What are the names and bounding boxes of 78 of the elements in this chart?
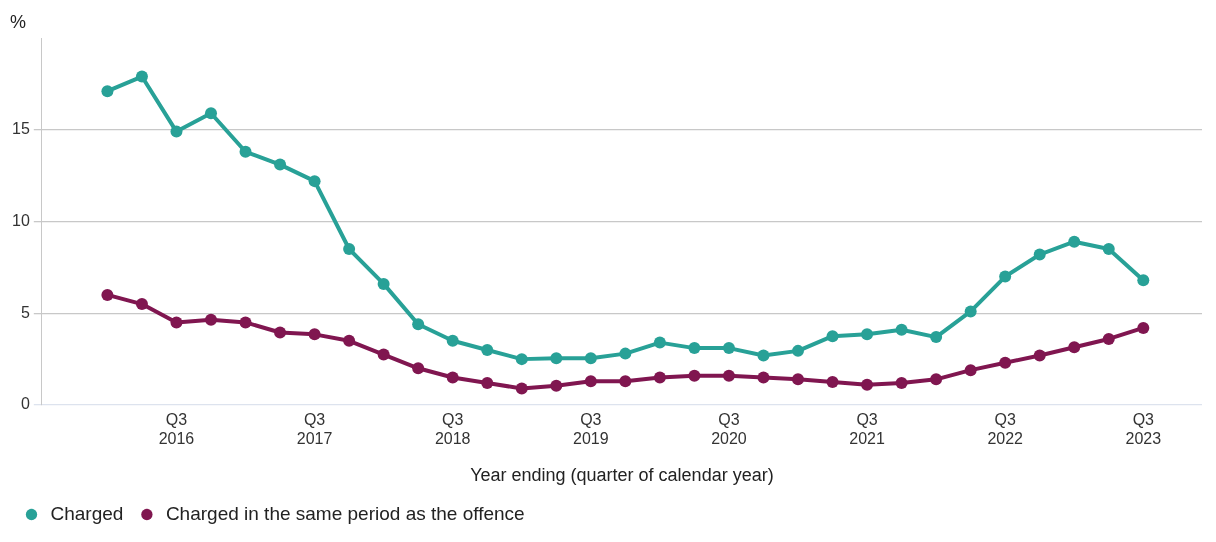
point	[1033, 349, 1046, 362]
point	[308, 328, 321, 341]
point	[481, 376, 494, 389]
point	[446, 371, 459, 384]
y-tick-label: 15	[12, 120, 30, 138]
point	[895, 376, 908, 389]
point	[722, 369, 735, 382]
point	[688, 342, 701, 355]
point	[135, 70, 148, 83]
point	[861, 378, 874, 391]
point	[861, 328, 874, 341]
point	[377, 348, 390, 361]
point	[1068, 341, 1081, 354]
x-tick-label: Q3 2016	[158, 411, 195, 448]
x-axis-title: Year ending (quarter of calendar year)	[470, 465, 774, 486]
point	[204, 107, 217, 120]
x-tick-label: Q3 2022	[987, 411, 1024, 448]
point	[688, 369, 701, 382]
point	[239, 316, 252, 329]
point	[515, 382, 528, 395]
point	[308, 175, 321, 188]
point	[895, 323, 908, 336]
point	[653, 336, 666, 349]
point	[1137, 321, 1150, 334]
point	[377, 277, 390, 290]
point	[550, 379, 563, 392]
point	[1033, 248, 1046, 261]
point	[135, 298, 148, 311]
point	[792, 344, 804, 357]
point	[343, 243, 356, 256]
point	[792, 373, 804, 386]
y-tick-label: 0	[20, 395, 30, 413]
point	[999, 356, 1012, 369]
x-tick-label: Q3 2018	[434, 411, 471, 448]
x-tick-label: Q3 2017	[296, 411, 333, 448]
point	[826, 330, 839, 343]
point	[722, 342, 735, 355]
x-tick-label: Q3 2020	[711, 411, 747, 448]
point	[170, 125, 183, 138]
point	[239, 145, 252, 158]
point	[204, 313, 217, 326]
y-tick-label: 5	[20, 303, 30, 321]
point	[170, 316, 183, 329]
x-tick-label: Q3 2021	[849, 411, 885, 448]
point	[964, 364, 977, 377]
point	[343, 334, 356, 347]
point	[653, 371, 666, 384]
point	[1102, 332, 1115, 345]
point	[584, 352, 597, 365]
point	[619, 347, 632, 360]
point	[1102, 243, 1115, 256]
point	[757, 349, 770, 362]
point	[101, 85, 114, 98]
point	[999, 270, 1012, 283]
legend-label: Charged in the same period as the offence	[165, 502, 525, 524]
point	[826, 376, 839, 389]
point	[757, 371, 770, 384]
point	[412, 362, 425, 375]
point	[515, 353, 528, 366]
point	[274, 326, 287, 339]
y-axis-title: %	[10, 11, 27, 32]
point	[274, 158, 287, 171]
point	[1137, 274, 1150, 287]
point	[481, 343, 494, 356]
point	[412, 318, 425, 331]
point	[1068, 235, 1081, 248]
y-tick-label: 10	[12, 211, 30, 229]
point	[930, 331, 943, 344]
point	[101, 288, 114, 301]
legend-label: Charged	[50, 502, 124, 524]
point	[550, 352, 563, 365]
point	[584, 375, 597, 388]
point	[964, 305, 977, 318]
x-tick-label: Q3 2019	[573, 411, 609, 448]
x-tick-label: Q3 2023	[1125, 411, 1162, 448]
point	[619, 375, 632, 388]
point	[930, 373, 943, 386]
point	[446, 334, 459, 347]
